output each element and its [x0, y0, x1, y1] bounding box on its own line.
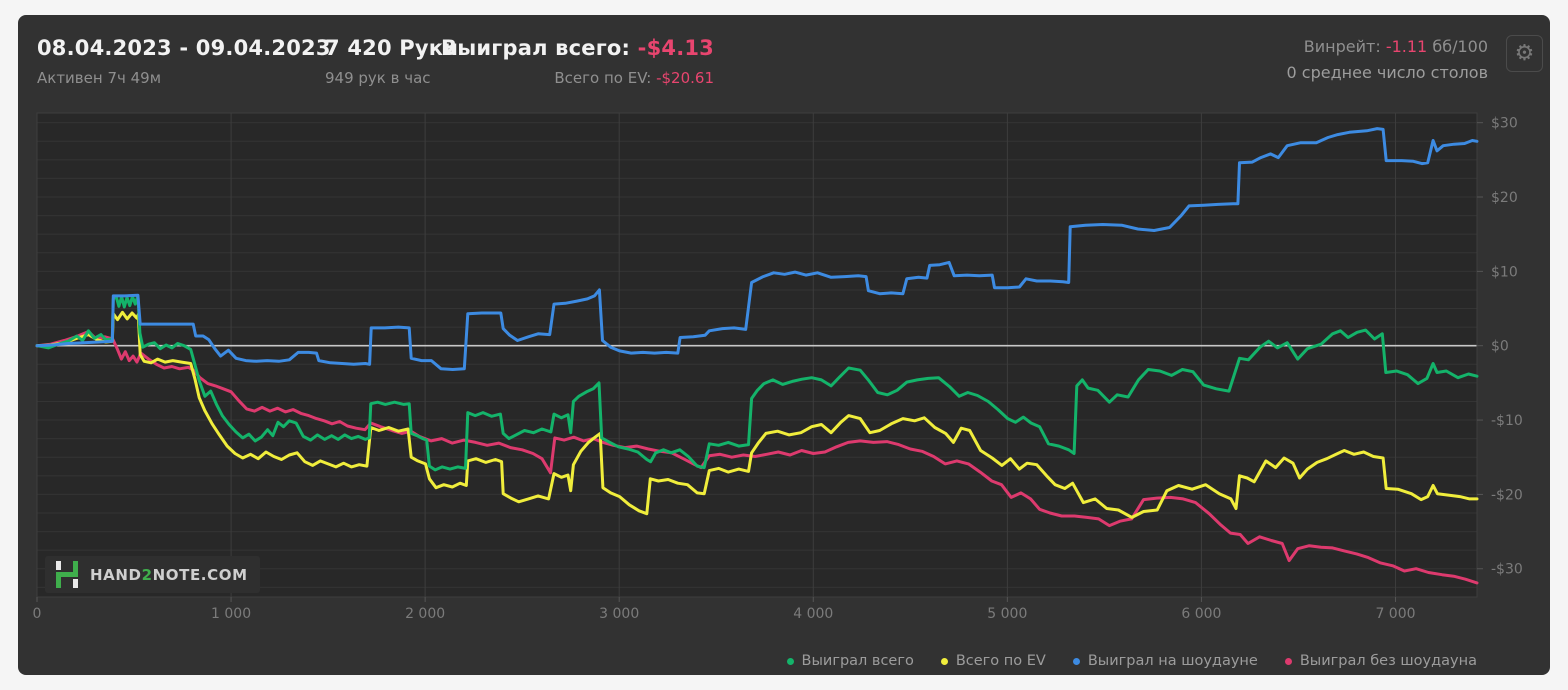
y-axis-label: $30: [1491, 116, 1518, 132]
series-line-ev-total: [35, 310, 1479, 519]
x-axis-label: 5 000: [987, 606, 1027, 622]
y-axis-label: -$10: [1491, 413, 1523, 429]
winrate-row: Винрейт: -1.11 бб/100: [1287, 37, 1488, 56]
hand2note-wordmark: HAND2NOTE.COM: [90, 566, 248, 584]
legend-item-won-nonshowdown[interactable]: Выиграл без шоудауна: [1284, 653, 1477, 669]
legend-item-won-showdown[interactable]: Выиграл на шоудауне: [1072, 653, 1258, 669]
totals-block: Выиграл всего: -$4.13 Всего по EV: -$20.…: [378, 36, 714, 87]
y-axis-label: -$20: [1491, 487, 1523, 503]
x-axis-label: 1 000: [211, 606, 251, 622]
hands-count: 7 420 Руки: [325, 36, 459, 60]
winrate-block: Винрейт: -1.11 бб/100 0 среднее число ст…: [1287, 37, 1488, 82]
session-graph-panel: 08.04.2023 - 09.04.2023 Активен 7ч 49м 7…: [18, 15, 1550, 675]
ev-total-row: Всего по EV: -$20.61: [378, 69, 714, 87]
legend-label: Выиграл без шоудауна: [1299, 653, 1477, 669]
winnings-chart[interactable]: $30 $20 $10 $0 -$10 -$20 -$30 0 1 000 2 000 3 000 4…: [18, 100, 1550, 645]
x-axis-label: 2 000: [405, 606, 445, 622]
series-line-won-total: [35, 294, 1479, 472]
x-axis-label: 7 000: [1375, 606, 1415, 622]
x-axis-label: 4 000: [793, 606, 833, 622]
date-range: 08.04.2023 - 09.04.2023: [37, 36, 331, 60]
winrate-label: Винрейт:: [1303, 37, 1381, 56]
hands-block: 7 420 Руки 949 рук в час: [325, 36, 458, 87]
ev-total-label: Всего по EV:: [554, 69, 652, 87]
legend-dot-icon: [940, 657, 948, 665]
x-axis-label: 0: [33, 606, 42, 622]
plot-border: [36, 112, 1478, 598]
legend-label: Выиграл на шоудауне: [1087, 653, 1258, 669]
y-axis-label: -$30: [1491, 562, 1523, 578]
series-line-won-showdown: [35, 127, 1479, 371]
chart-legend: Выиграл всего Всего по EV Выиграл на шоуда…: [786, 653, 1477, 669]
legend-label: Выиграл всего: [801, 653, 914, 669]
avg-tables: 0 среднее число столов: [1286, 63, 1488, 82]
legend-dot-icon: [786, 657, 794, 665]
won-total-row: Выиграл всего: -$4.13: [378, 36, 714, 60]
gear-icon: ⚙: [1514, 40, 1535, 66]
y-axis-label: $10: [1491, 264, 1518, 280]
date-block: 08.04.2023 - 09.04.2023 Активен 7ч 49м: [37, 36, 331, 87]
winrate-units: бб/100: [1432, 37, 1488, 56]
won-total-value: -$4.13: [637, 36, 714, 60]
y-axis-label: $0: [1491, 339, 1509, 355]
active-time: Активен 7ч 49м: [37, 69, 162, 87]
legend-label: Всего по EV: [955, 653, 1046, 669]
legend-dot-icon: [1072, 657, 1080, 665]
wordmark-hand: HAND: [90, 565, 142, 584]
hands-per-hour: 949 рук в час: [325, 69, 431, 87]
hand2note-logo: HAND2NOTE.COM: [45, 556, 260, 593]
winrate-value: -1.11: [1385, 37, 1428, 56]
x-axis-label: 3 000: [599, 606, 639, 622]
plot-area[interactable]: [37, 113, 1477, 597]
wordmark-note: NOTE.COM: [152, 565, 248, 584]
settings-button[interactable]: ⚙: [1506, 35, 1543, 72]
legend-item-ev-total[interactable]: Всего по EV: [940, 653, 1046, 669]
x-axis-label: 6 000: [1181, 606, 1221, 622]
wordmark-2: 2: [141, 565, 153, 584]
legend-dot-icon: [1284, 657, 1292, 665]
ev-total-value: -$20.61: [656, 69, 714, 87]
won-total-label: Выиграл всего:: [440, 36, 631, 60]
legend-item-won-total[interactable]: Выиграл всего: [786, 653, 914, 669]
y-axis-label: $20: [1491, 190, 1518, 206]
hand2note-mark-icon: [56, 560, 78, 588]
